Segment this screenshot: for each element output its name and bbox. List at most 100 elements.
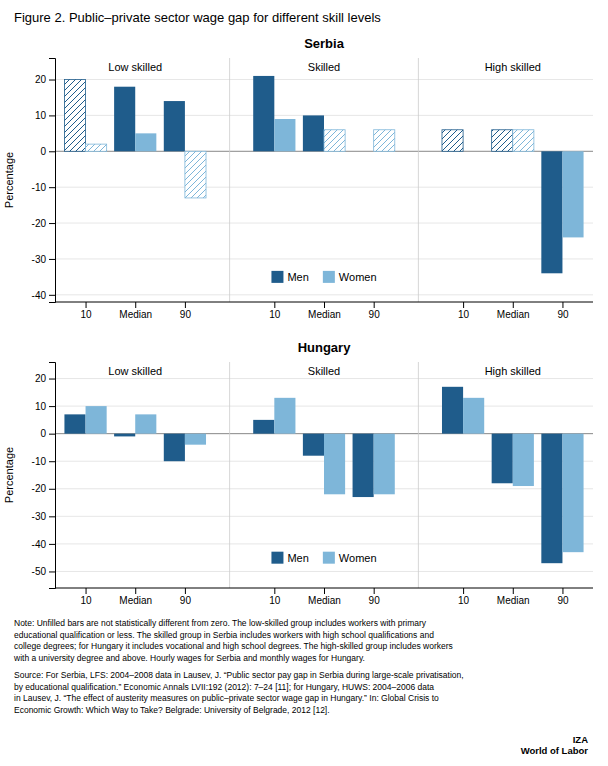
x-tick-label: 10 bbox=[80, 309, 92, 320]
x-tick: 10 bbox=[458, 302, 470, 320]
bar bbox=[303, 115, 324, 151]
grid-line bbox=[55, 258, 593, 259]
x-tick: 10 bbox=[80, 588, 92, 606]
x-tick-label: 90 bbox=[557, 595, 569, 606]
group-separator bbox=[418, 58, 419, 302]
chart: -40-30-20-100102010Median9010Median9010M… bbox=[3, 36, 593, 320]
y-tick-label: -20 bbox=[32, 218, 47, 229]
legend-label: Men bbox=[287, 271, 308, 283]
x-tick-mark bbox=[562, 302, 563, 308]
grid-line bbox=[55, 516, 593, 517]
x-tick-mark bbox=[274, 302, 275, 308]
chart-title: Serbia bbox=[304, 36, 345, 51]
grid-line bbox=[55, 79, 593, 80]
x-axis: 10Median9010Median9010Median90 bbox=[55, 588, 593, 606]
y-tick-mark bbox=[49, 434, 55, 435]
x-tick-mark bbox=[513, 588, 514, 594]
grid-line bbox=[55, 406, 593, 407]
group-separator bbox=[418, 362, 419, 588]
y-tick-mark bbox=[49, 489, 55, 490]
y-tick-label: -10 bbox=[32, 456, 47, 467]
y-tick-mark bbox=[49, 461, 55, 462]
x-tick: Median bbox=[119, 302, 152, 320]
grid bbox=[55, 379, 593, 572]
y-tick: 0 bbox=[40, 428, 55, 439]
x-tick: 90 bbox=[369, 588, 381, 606]
x-tick-mark bbox=[324, 302, 325, 308]
bar bbox=[274, 398, 295, 434]
x-tick-label: Median bbox=[308, 309, 341, 320]
y-tick-label: -30 bbox=[32, 511, 47, 522]
y-tick-label: 20 bbox=[35, 74, 47, 85]
x-tick-label: 10 bbox=[269, 595, 281, 606]
x-tick: 10 bbox=[269, 588, 281, 606]
y-tick-label: -30 bbox=[32, 254, 47, 265]
y-tick-label: -50 bbox=[32, 566, 47, 577]
legend-label: Men bbox=[287, 552, 308, 564]
bar bbox=[135, 133, 156, 151]
x-tick-mark bbox=[463, 302, 464, 308]
chart-title: Hungary bbox=[298, 340, 352, 355]
bar bbox=[303, 434, 324, 456]
x-tick-label: 10 bbox=[80, 595, 92, 606]
x-tick: 10 bbox=[269, 302, 281, 320]
x-tick-mark bbox=[463, 588, 464, 594]
y-axis-line bbox=[49, 59, 56, 303]
legend-label: Women bbox=[339, 271, 377, 283]
legend-swatch bbox=[323, 552, 335, 564]
bar bbox=[541, 151, 562, 273]
x-tick-mark bbox=[324, 588, 325, 594]
x-tick-mark bbox=[274, 588, 275, 594]
x-tick-label: 10 bbox=[269, 309, 281, 320]
y-tick: 0 bbox=[40, 146, 55, 157]
y-tick-mark bbox=[49, 151, 55, 152]
bar bbox=[463, 398, 484, 434]
y-tick: -40 bbox=[32, 290, 55, 301]
y-tick-mark bbox=[49, 295, 55, 296]
bar bbox=[541, 434, 562, 564]
figure-title: Figure 2. Public–private sector wage gap… bbox=[14, 10, 381, 25]
bar bbox=[164, 434, 185, 462]
x-tick: 90 bbox=[180, 588, 192, 606]
x-tick: 90 bbox=[369, 302, 381, 320]
bar bbox=[86, 406, 107, 434]
y-tick-mark bbox=[49, 115, 55, 116]
bar bbox=[492, 434, 513, 484]
y-tick-label: 0 bbox=[40, 146, 46, 157]
y-tick: -50 bbox=[32, 566, 55, 577]
bar bbox=[185, 151, 206, 198]
x-tick-mark bbox=[185, 588, 186, 594]
bar bbox=[86, 144, 107, 151]
bar bbox=[185, 434, 206, 445]
bar bbox=[562, 151, 583, 237]
group-separator bbox=[229, 58, 230, 302]
y-axis-line bbox=[49, 363, 56, 589]
bars bbox=[64, 387, 583, 563]
bar bbox=[492, 130, 513, 152]
x-tick: 90 bbox=[557, 302, 569, 320]
y-tick: -30 bbox=[32, 254, 55, 265]
group-separators bbox=[230, 362, 419, 588]
bar-series bbox=[86, 398, 584, 552]
x-tick: 10 bbox=[80, 302, 92, 320]
y-tick-mark bbox=[49, 80, 55, 81]
y-tick-label: -10 bbox=[32, 182, 47, 193]
y-tick: -40 bbox=[32, 539, 55, 550]
x-tick-label: Median bbox=[497, 309, 530, 320]
y-tick-label: 20 bbox=[35, 373, 47, 384]
x-tick-label: 10 bbox=[458, 309, 470, 320]
legend-swatch bbox=[271, 552, 283, 564]
x-tick-mark bbox=[513, 302, 514, 308]
legend-item: Men bbox=[271, 552, 308, 564]
logo-text: IZAWorld of Labor bbox=[521, 734, 589, 756]
x-tick-mark bbox=[374, 302, 375, 308]
x-tick-label: 90 bbox=[369, 309, 381, 320]
bar bbox=[114, 434, 135, 437]
bar bbox=[135, 414, 156, 433]
group-label: Low skilled bbox=[108, 365, 162, 377]
y-tick-label: -40 bbox=[32, 290, 47, 301]
y-tick: -10 bbox=[32, 456, 55, 467]
y-tick-mark bbox=[49, 406, 55, 407]
y-axis-title: Percentage bbox=[3, 152, 15, 208]
x-tick-label: Median bbox=[497, 595, 530, 606]
